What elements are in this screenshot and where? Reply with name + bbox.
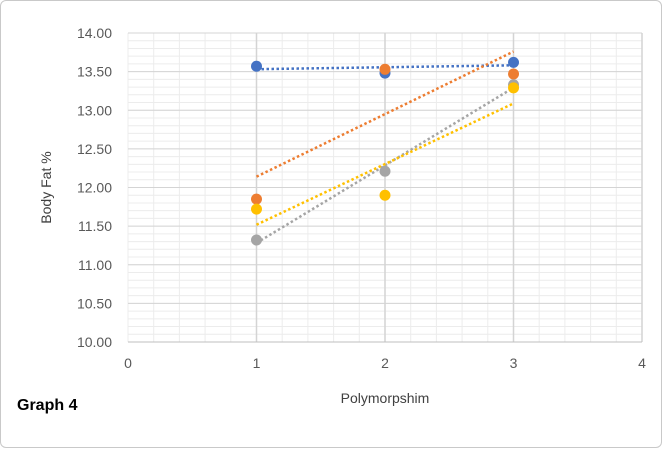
data-points (251, 56, 519, 246)
trendlines (255, 50, 515, 245)
x-tick-labels: 0 1 2 3 4 (124, 355, 646, 371)
x-axis-label: Polymorpshim (341, 390, 430, 406)
y-tick-label: 10.50 (77, 295, 112, 311)
data-point-series-2 (508, 68, 519, 80)
data-point-series-2 (379, 63, 391, 75)
x-tick-label: 4 (638, 355, 646, 371)
y-tick-label: 12.50 (77, 141, 112, 157)
x-tick-label: 2 (381, 355, 389, 371)
y-tick-label: 13.50 (77, 64, 112, 80)
data-point-series-4 (379, 189, 391, 201)
y-tick-label: 11.00 (78, 257, 112, 273)
data-point-series-2 (251, 193, 262, 205)
y-tick-label: 10.00 (77, 334, 112, 350)
data-point-series-3 (251, 234, 262, 246)
y-tick-label: 12.00 (77, 180, 112, 196)
x-tick-label: 0 (124, 355, 132, 371)
data-point-series-4 (508, 82, 519, 94)
y-tick-labels: 10.00 10.50 11.00 11.50 12.00 12.50 13.00 13.50… (77, 25, 112, 350)
y-tick-label: 11.50 (78, 218, 112, 234)
data-point-series-4 (251, 203, 262, 215)
y-axis-label: Body Fat % (38, 151, 54, 223)
data-point-series-3 (379, 165, 391, 177)
y-tick-label: 13.00 (77, 102, 112, 118)
y-tick-label: 14.00 (77, 25, 112, 41)
trendline-series-4 (255, 102, 515, 226)
x-tick-label: 1 (253, 355, 261, 371)
data-point-series-1 (508, 56, 519, 68)
data-point-series-1 (251, 60, 262, 72)
graph-caption: Graph 4 (17, 397, 78, 414)
x-tick-label: 3 (510, 355, 518, 371)
